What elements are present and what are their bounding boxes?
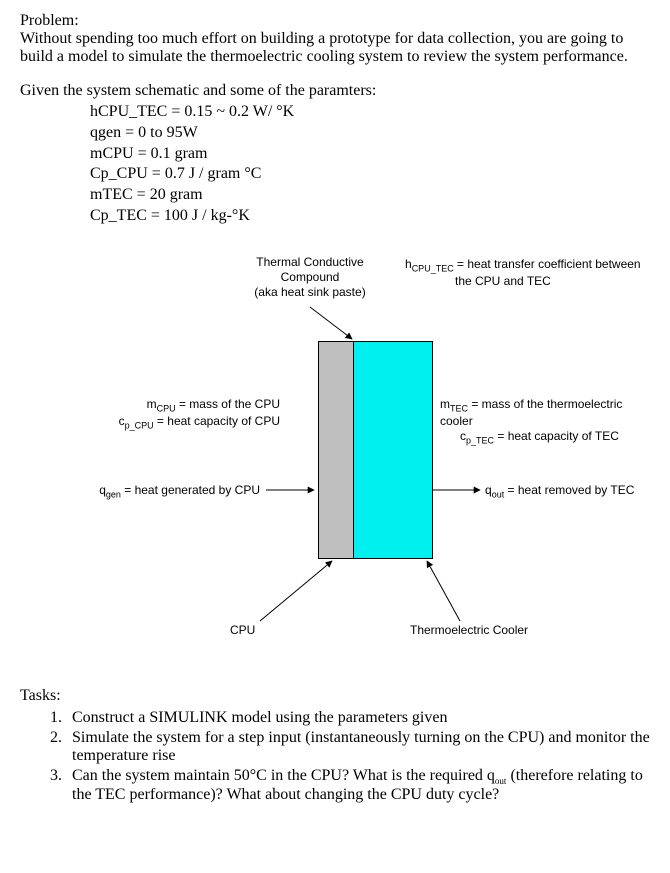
task-3: Can the system maintain 50°C in the CPU?… [66, 767, 650, 804]
param-mcpu: mCPU = 0.1 gram [90, 144, 650, 165]
label-qgen: qgen = heat generated by CPU [60, 483, 260, 501]
label-compound-l2: Compound [281, 270, 340, 284]
label-cpcpu: cp_CPU = heat capacity of CPU [119, 414, 280, 428]
label-compound-l3: (aka heat sink paste) [254, 285, 365, 299]
problem-heading: Problem: [20, 12, 650, 30]
parameter-list: hCPU_TEC = 0.15 ~ 0.2 W/ °K qgen = 0 to … [90, 102, 650, 227]
param-mtec: mTEC = 20 gram [90, 185, 650, 206]
label-cpu-props: mCPU = mass of the CPU cp_CPU = heat cap… [60, 397, 280, 432]
given-intro: Given the system schematic and some of t… [20, 82, 650, 100]
label-mtec: mTEC = mass of the thermoelectric cooler [440, 397, 622, 429]
label-tec-props: mTEC = mass of the thermoelectric cooler… [440, 397, 650, 447]
param-cp-cpu: Cp_CPU = 0.7 J / gram °C [90, 164, 650, 185]
tasks-list: Construct a SIMULINK model using the par… [48, 709, 650, 804]
label-mcpu: mCPU = mass of the CPU [147, 397, 280, 411]
problem-text: Without spending too much effort on buil… [20, 30, 650, 66]
label-hcpu-tec: hCPU_TEC = heat transfer coefficient bet… [405, 257, 645, 290]
label-compound: Thermal Conductive Compound (aka heat si… [230, 255, 390, 300]
label-cptec: cp_TEC = heat capacity of TEC [440, 429, 619, 443]
label-compound-l1: Thermal Conductive [256, 255, 363, 269]
label-hcpu-tec-l1: hCPU_TEC = heat transfer coefficient bet… [405, 257, 641, 271]
tasks-heading: Tasks: [20, 687, 650, 705]
schematic-diagram: Thermal Conductive Compound (aka heat si… [20, 251, 650, 671]
task-2: Simulate the system for a step input (in… [66, 729, 650, 765]
label-tec: Thermoelectric Cooler [410, 623, 528, 638]
label-hcpu-tec-l2: the CPU and TEC [405, 274, 551, 288]
task-1: Construct a SIMULINK model using the par… [66, 709, 650, 727]
label-cpu: CPU [230, 623, 255, 638]
diagram-arrows [20, 251, 650, 671]
param-hcpu-tec: hCPU_TEC = 0.15 ~ 0.2 W/ °K [90, 102, 650, 123]
param-cp-tec: Cp_TEC = 100 J / kg-°K [90, 206, 650, 227]
param-qgen: qgen = 0 to 95W [90, 123, 650, 144]
label-qout: qout = heat removed by TEC [485, 483, 645, 501]
